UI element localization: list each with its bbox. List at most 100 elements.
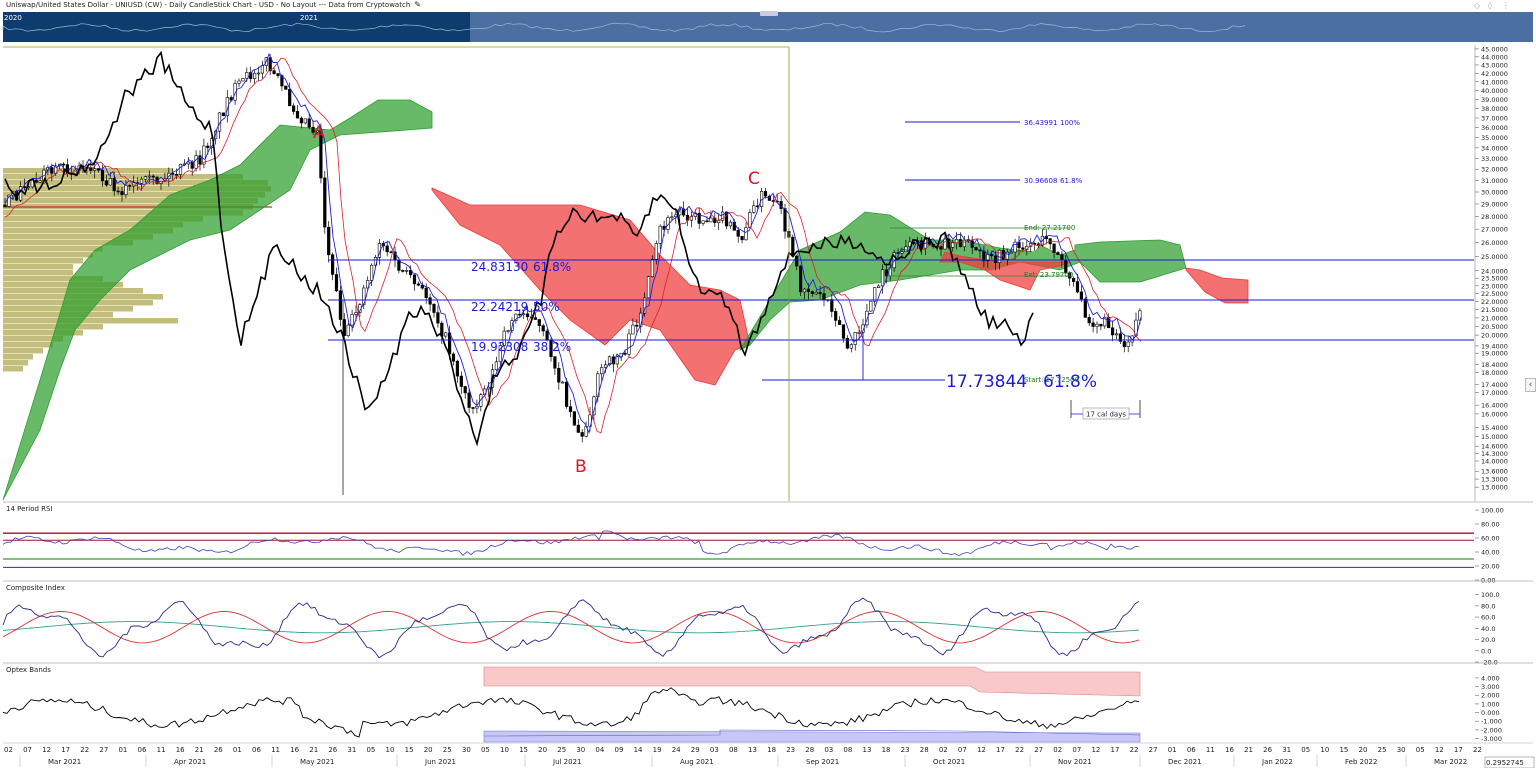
time-month-label: Sep 2021 [806,758,839,766]
time-day-label: 11 [157,746,166,754]
candle-bullish [147,175,151,178]
candle-bullish [237,80,241,84]
fib-start-label: Start: 17.72500 [1024,376,1079,384]
time-day-label: 18 [767,746,776,754]
candle-bearish [537,319,541,326]
time-day-label: 07 [1072,746,1081,754]
price-tick-label: 31.0000 [1481,177,1508,185]
price-tick-label: 40.0000 [1481,87,1508,95]
candle-bearish [385,245,389,253]
composite-teal-line [2,621,1140,634]
candle-bullish [670,216,674,219]
price-tick-label: 24.0000 [1481,267,1508,275]
candle-bullish [642,297,647,314]
candle-bearish [288,89,292,107]
candle-bullish [514,313,518,321]
optex-panel-tick-label: -3.000 [1481,735,1502,743]
price-tick-label: 19.0000 [1481,350,1508,358]
price-tick-label: 21.0000 [1481,314,1508,322]
time-month-label: Nov 2021 [1058,758,1092,766]
volume-profile-bar [3,192,265,198]
candle-bullish [869,300,873,312]
candle-bearish [1072,277,1076,282]
time-day-label: 12 [977,746,986,754]
volume-profile-bar [3,348,43,354]
optex-panel-tick-label: -1.000 [1481,718,1502,726]
time-day-label: 06 [252,746,261,754]
diamond-icon[interactable]: ◇ [1474,1,1481,10]
time-month-label: Mar 2021 [48,758,81,766]
candle-bearish [1087,317,1091,324]
rsi-panel-tick-label: 100.00 [1481,507,1504,515]
candle-bearish [1052,243,1056,253]
time-day-label: 29 [691,746,700,754]
candle-bearish [327,226,331,256]
candle-bearish [272,70,276,74]
candle-bearish [810,291,814,295]
candle-bullish [1103,317,1107,327]
candle-bearish [845,337,849,349]
candle-bullish [7,194,11,207]
price-tick-label: 14.0000 [1481,458,1508,466]
pencil-icon[interactable]: ✎ [414,0,421,9]
price-tick-label: 25.0000 [1481,253,1508,261]
candle-bearish [564,381,569,407]
rsi-line [2,530,1139,557]
drop-icon[interactable]: ◊ [1488,1,1492,10]
rsi-panel-tick-label: 0.00 [1481,577,1495,585]
candle-bearish [299,117,304,124]
price-tick-label: 28.0000 [1481,213,1508,221]
volume-profile-bar [3,330,83,336]
time-day-label: 13 [863,746,872,754]
swing-label-b: B [575,457,587,477]
candle-bearish [330,254,335,275]
volume-profile-bar [3,228,173,234]
time-day-label: 18 [882,746,891,754]
menu-icon[interactable]: ⋮ [1502,1,1510,10]
composite-panel-tick-label: 100.0 [1481,591,1500,599]
candle-bearish [284,85,288,90]
candle-bearish [841,324,846,339]
time-day-label: 02 [4,746,13,754]
candle-bullish [943,238,947,250]
time-day-label: 17 [61,746,70,754]
candle-bullish [241,78,245,82]
fib-retracement-ratio: 61.8% [533,260,571,274]
navigator-handle[interactable] [760,11,778,16]
candle-bullish [951,242,955,248]
price-tick-label: 19.4000 [1481,342,1508,350]
optex-line [2,687,1140,738]
volume-profile-bar [3,234,153,240]
candle-bearish [416,283,421,286]
price-tick-label: 18.0000 [1481,369,1508,377]
candle-bearish [397,259,401,271]
candle-bullish [143,176,148,180]
fib-extension-ratio: 61.8% [1060,177,1083,185]
candle-bullish [350,314,354,326]
candle-bearish [545,330,549,341]
candle-bullish [904,246,908,253]
time-day-label: 02 [1053,746,1062,754]
optex-panel-title: Optex Bands [6,666,51,674]
composite-panel-title: Composite Index [6,584,65,592]
time-day-label: 28 [805,746,814,754]
composite-panel-tick-label: 60.0 [1481,614,1495,622]
time-day-label: 31 [1282,746,1291,754]
candle-bearish [798,265,803,293]
candle-bearish [1083,298,1087,318]
candle-bearish [436,312,440,324]
time-day-label: 03 [824,746,833,754]
optex-lower-edge [483,729,1141,737]
volume-profile-bar [3,342,53,348]
chevron-left-icon[interactable]: ‹ [1525,378,1536,392]
candle-bearish [319,130,323,179]
rsi-panel-tick-label: 80.00 [1481,521,1500,529]
candle-bullish [615,356,619,365]
candle-bearish [34,179,38,183]
fib-retracement-ratio: 50% [533,300,560,314]
time-day-label: 21 [309,746,318,754]
volume-profile-bar [3,366,23,372]
candle-bullish [1013,241,1017,253]
time-month-label: Jan 2022 [1261,758,1293,766]
